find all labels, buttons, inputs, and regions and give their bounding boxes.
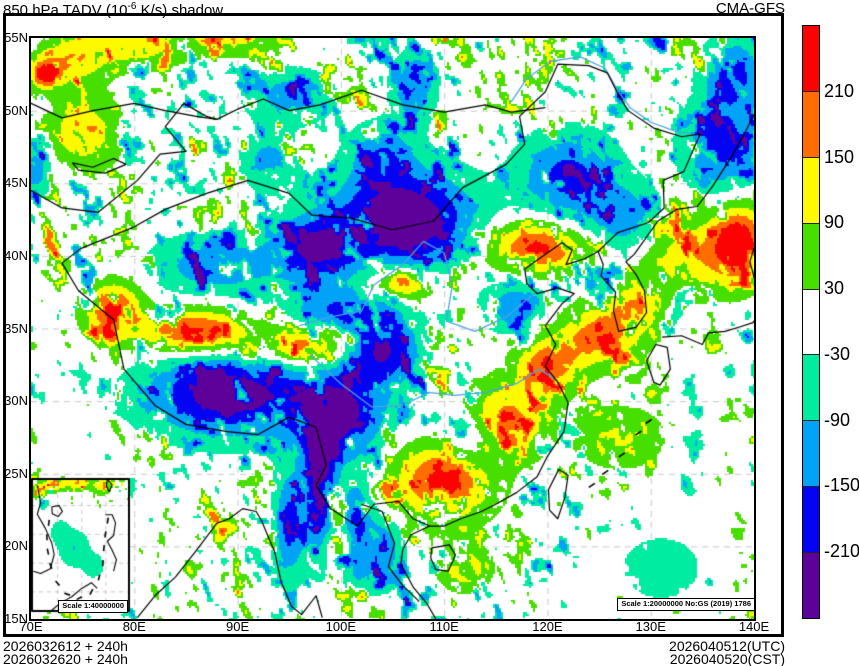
valid-time-cst: 2026040520(CST) bbox=[669, 651, 785, 666]
colorbar-segment bbox=[803, 420, 819, 487]
inset-scale-label: Scale 1:40000000 bbox=[58, 600, 128, 613]
map-field-canvas bbox=[31, 38, 754, 619]
init-time-cst: 2026032620 + 240h bbox=[3, 651, 128, 666]
colorbar-tick-label: 30 bbox=[824, 278, 845, 299]
colorbar-segment bbox=[803, 354, 819, 421]
plot-title-suffix: K/s) shadow bbox=[136, 2, 224, 19]
colorbar bbox=[802, 25, 820, 619]
lat-tick-label: 40N bbox=[4, 247, 28, 263]
lat-tick-label: 20N bbox=[4, 538, 28, 554]
colorbar-segment bbox=[803, 222, 819, 289]
lat-tick-label: 35N bbox=[4, 320, 28, 336]
lat-tick-label: 30N bbox=[4, 393, 28, 409]
lon-tick-label: 130E bbox=[635, 619, 666, 634]
lon-tick-label: 70E bbox=[19, 619, 43, 634]
lat-tick-label: 55N bbox=[4, 30, 28, 45]
lat-tick-label: 25N bbox=[4, 465, 28, 481]
colorbar-segment bbox=[803, 26, 819, 91]
colorbar-segment bbox=[803, 552, 819, 619]
colorbar-segment bbox=[803, 288, 819, 355]
lon-tick-label: 120E bbox=[532, 619, 563, 634]
valid-time-utc: 2026040512(UTC) bbox=[669, 638, 785, 654]
lat-tick-label: 45N bbox=[4, 175, 28, 191]
plot-title: 850 hPa TADV (10-6 K/s) shadow bbox=[3, 1, 223, 19]
init-time-utc: 2026032612 + 240h bbox=[3, 638, 128, 654]
colorbar-tick-label: -30 bbox=[824, 343, 851, 364]
plot-title-text: 850 hPa TADV (10 bbox=[3, 2, 128, 19]
colorbar-tick-label: 210 bbox=[824, 80, 855, 101]
lon-tick-label: 140E bbox=[738, 619, 770, 634]
lat-tick-label: 15N bbox=[4, 611, 28, 626]
lon-tick-label: 110E bbox=[429, 619, 459, 634]
colorbar-segment bbox=[803, 486, 819, 553]
colorbar-tick-label: -150 bbox=[824, 475, 859, 496]
lat-tick-label: 50N bbox=[4, 102, 28, 118]
lon-tick-label: 90E bbox=[225, 619, 250, 634]
model-name: CMA-GFS bbox=[715, 0, 785, 17]
colorbar-tick-label: 90 bbox=[824, 212, 845, 233]
colorbar-tick-label: -90 bbox=[824, 409, 851, 430]
colorbar-segment bbox=[803, 90, 819, 157]
main-scale-label: Scale 1:20000000 No:GS (2019) 1786 bbox=[617, 598, 755, 611]
plot-title-exponent: -6 bbox=[127, 1, 137, 12]
lon-tick-label: 100E bbox=[325, 619, 357, 634]
colorbar-tick-label: 150 bbox=[824, 146, 855, 167]
lon-tick-label: 80E bbox=[122, 619, 146, 634]
colorbar-tick-label: -210 bbox=[824, 541, 859, 562]
colorbar-segment bbox=[803, 156, 819, 223]
